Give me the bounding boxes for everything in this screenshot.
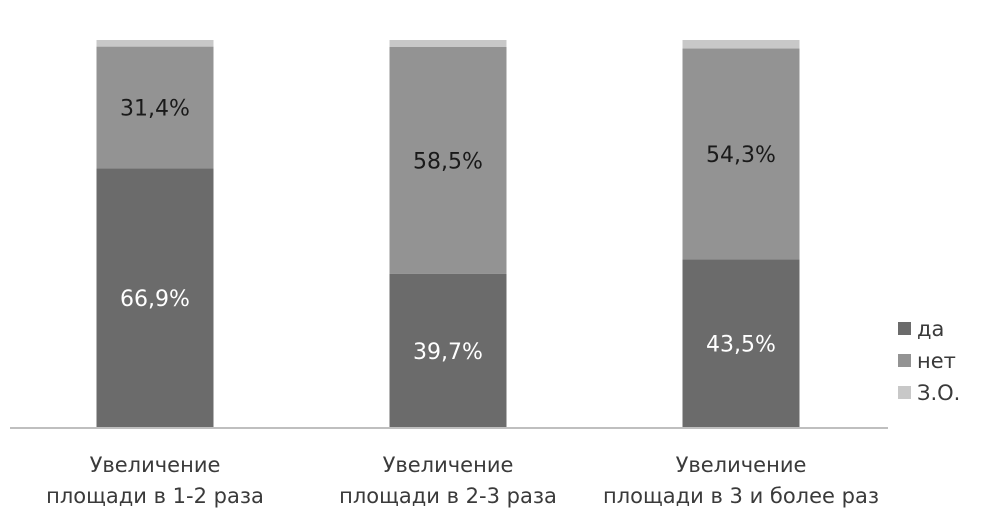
category-label-2-line-2: площади в 2-3 раза [339,484,557,508]
legend-label-2: нет [917,349,956,373]
legend-swatch-1 [898,322,911,335]
data-label-2-cat-1: 31,4% [120,97,190,122]
legend-swatch-2 [898,354,911,367]
data-label-2-cat-2: 58,5% [413,149,483,174]
bar-segment-1-cat-3 [682,259,800,428]
data-label-1-cat-3: 43,5% [706,333,776,358]
legend: да нет З.О. [898,317,960,405]
bar-segment-2-cat-1 [96,46,214,169]
category-label-1-line-2: площади в 1-2 раза [46,484,264,508]
bars-layer: 66,9% 31,4% 39,7% 58,5% 43,5% 54,3% [96,40,800,429]
data-label-2-cat-3: 54,3% [706,143,776,168]
bar-segment-1-cat-1 [96,168,214,429]
data-label-1-cat-1: 66,9% [120,287,190,312]
legend-label-3: З.О. [917,381,960,405]
bar-segment-2-cat-3 [682,48,800,260]
legend-label-1: да [917,317,944,341]
legend-swatch-3 [898,386,911,399]
data-label-1-cat-2: 39,7% [413,340,483,365]
category-label-1-line-1: Увеличение [90,453,221,477]
bar-segment-3-cat-3 [682,40,800,49]
category-label-3-line-1: Увеличение [676,453,807,477]
bar-segment-1-cat-2 [389,273,507,428]
category-labels: Увеличение площади в 1-2 раза Увеличение пл… [46,453,879,508]
bar-segment-2-cat-2 [389,46,507,274]
category-label-3-line-2: площади в 3 и более раз [603,484,879,508]
bar-segment-3-cat-2 [389,40,507,47]
category-label-2-line-1: Увеличение [383,453,514,477]
bar-segment-3-cat-1 [96,40,214,47]
